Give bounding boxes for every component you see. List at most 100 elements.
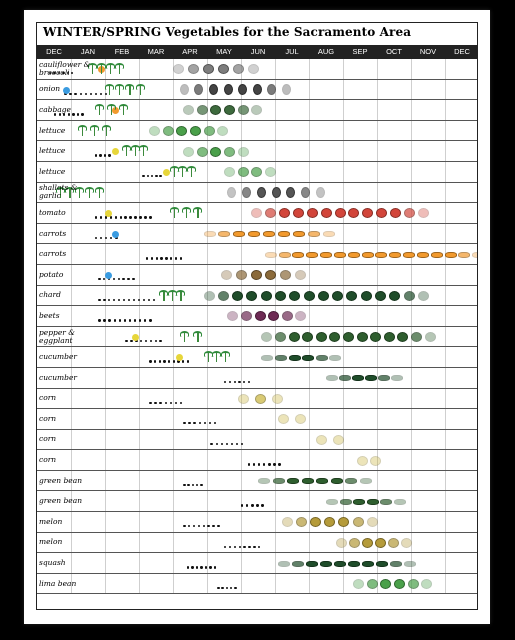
planting-dot xyxy=(133,319,137,322)
planting-dot xyxy=(124,216,127,219)
corn-icon xyxy=(254,393,266,404)
planting-dot xyxy=(155,257,158,260)
grid-line xyxy=(411,429,412,450)
planting-dot xyxy=(103,298,106,301)
planting-dot xyxy=(172,360,175,363)
planting-dot xyxy=(197,525,201,528)
carrot-icon xyxy=(322,231,335,238)
planting-dot xyxy=(217,525,220,528)
planting-dot xyxy=(164,401,167,404)
grid-line xyxy=(445,79,446,100)
seedling-icon xyxy=(179,330,189,342)
grid-line xyxy=(445,409,446,429)
grid-line xyxy=(173,182,174,203)
lettuce-icon xyxy=(237,146,249,157)
planting-dot xyxy=(98,277,101,281)
lettuce-icon xyxy=(217,126,229,137)
grid-line xyxy=(377,161,378,182)
planting-dot xyxy=(150,257,154,260)
lettuce-icon xyxy=(203,126,215,137)
seedling-icon xyxy=(193,330,203,342)
crop-label: chard xyxy=(39,290,61,300)
chard-icon xyxy=(246,290,258,301)
grid-line xyxy=(105,429,106,450)
planting-dot xyxy=(186,360,189,363)
tomato-icon xyxy=(292,208,304,219)
grid-line xyxy=(173,512,174,532)
carrot-icon xyxy=(320,251,333,258)
grid-line xyxy=(173,388,174,409)
planting-dot xyxy=(103,319,106,322)
grid-line xyxy=(71,512,72,532)
grid-line xyxy=(343,223,344,244)
grid-line xyxy=(139,326,140,347)
corn-icon xyxy=(370,455,382,466)
planting-dot xyxy=(241,504,244,507)
planting-dot xyxy=(248,545,251,549)
planting-dot xyxy=(113,298,116,301)
planting-dot xyxy=(200,483,203,487)
planting-dot xyxy=(165,257,168,260)
planting-dot xyxy=(137,298,141,301)
planting-dot xyxy=(186,566,189,569)
crop-label: green bean xyxy=(39,475,83,485)
limabean-icon xyxy=(407,579,419,590)
planting-dot xyxy=(241,442,244,446)
grid-line xyxy=(105,100,106,120)
planting-dot xyxy=(213,566,217,569)
planting-dot xyxy=(159,401,162,404)
grid-line xyxy=(241,182,242,203)
grid-line xyxy=(173,553,174,573)
grid-line xyxy=(445,367,446,388)
corn-icon xyxy=(237,393,249,404)
grid-line xyxy=(105,347,106,367)
onion-icon xyxy=(267,84,277,96)
pepper-icon xyxy=(302,332,314,343)
carrot-icon xyxy=(233,231,246,238)
planting-dot xyxy=(159,174,162,178)
grid-line xyxy=(241,512,242,532)
seedling-icon xyxy=(55,186,65,198)
planting-dot xyxy=(179,401,183,404)
grid-line xyxy=(207,367,208,388)
corn-icon xyxy=(295,414,307,425)
planting-dot xyxy=(181,360,185,363)
grid-line xyxy=(445,450,446,470)
planting-dot xyxy=(153,360,157,363)
planting-dot xyxy=(163,360,166,363)
grid-line xyxy=(105,367,106,388)
squash-icon xyxy=(306,560,319,567)
planting-dot xyxy=(69,92,72,95)
grid-line xyxy=(71,161,72,182)
seed-marker-icon xyxy=(105,271,112,279)
crop-row: carrots xyxy=(37,244,477,265)
grid-line xyxy=(377,141,378,161)
corn-icon xyxy=(271,393,283,404)
crop-label: cauliflower & broccoli xyxy=(39,59,91,77)
grid-line xyxy=(377,470,378,491)
pepper-icon xyxy=(356,332,368,343)
grid-line xyxy=(71,100,72,120)
planting-dot xyxy=(243,545,246,549)
corn-icon xyxy=(315,434,327,445)
grid-line xyxy=(139,367,140,388)
grid-line xyxy=(105,223,106,244)
grid-line xyxy=(445,491,446,512)
grid-line xyxy=(309,306,310,326)
crop-row: carrots xyxy=(37,223,477,245)
planting-dot xyxy=(167,360,171,363)
potato-icon xyxy=(295,270,307,281)
crop-label: corn xyxy=(39,393,57,403)
chard-icon xyxy=(346,290,358,301)
planting-dot xyxy=(105,92,108,95)
grid-line xyxy=(377,59,378,79)
seed-marker-icon xyxy=(105,210,112,218)
tomato-icon xyxy=(320,208,332,219)
garlic-icon xyxy=(256,187,266,199)
beet-icon xyxy=(281,311,293,322)
grid-line xyxy=(377,120,378,141)
pepper-icon xyxy=(343,332,354,343)
month-label: JUL xyxy=(285,47,299,56)
seedling-icon xyxy=(115,63,125,74)
planting-dot xyxy=(235,442,239,446)
